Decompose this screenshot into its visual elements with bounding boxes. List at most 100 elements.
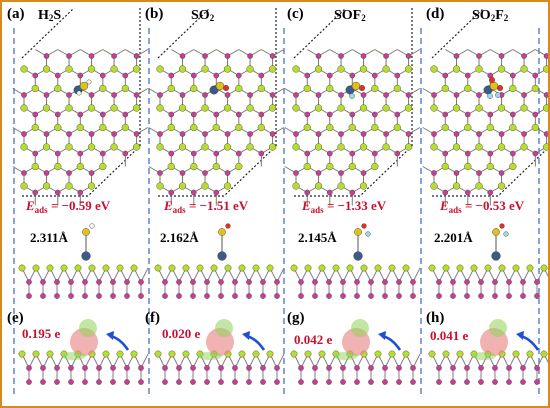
magenta-atom (190, 150, 197, 157)
panel-d-molecule: SO2F2 (472, 8, 509, 23)
green-atom (393, 84, 401, 93)
charge-density-accumulation (79, 319, 97, 337)
magenta-atom (43, 92, 50, 98)
green-atom (464, 84, 472, 93)
magenta-atom (77, 150, 84, 157)
panel-c-molecule: SOF2 (334, 8, 366, 23)
sulfur-icon (354, 228, 362, 236)
magenta-atom (204, 293, 210, 299)
green-atom (54, 162, 62, 171)
green-atom (20, 104, 28, 112)
green-atom (87, 182, 96, 190)
magenta-atom (298, 365, 304, 371)
magenta-atom (372, 72, 378, 79)
green-atom (292, 104, 300, 112)
green-atom (223, 104, 232, 112)
cell-boundary (431, 7, 485, 59)
magenta-atom (213, 72, 220, 79)
magenta-atom (396, 279, 402, 285)
magenta-atom (368, 365, 374, 371)
green-atom (497, 65, 506, 73)
oxygen-icon (222, 84, 229, 91)
green-atom (428, 350, 436, 358)
green-atom (374, 264, 382, 272)
green-atom (54, 123, 62, 132)
green-atom (178, 65, 187, 73)
magenta-atom (213, 150, 220, 157)
green-atom (497, 143, 506, 151)
magenta-atom (232, 279, 238, 285)
magenta-atom (133, 92, 140, 98)
magenta-atom (326, 150, 333, 157)
magenta-atom (40, 379, 46, 385)
panel-h-charge: 0.041 e (430, 328, 469, 343)
magenta-atom (32, 72, 39, 79)
magenta-atom (122, 150, 129, 157)
magenta-atom (26, 293, 32, 299)
green-atom (542, 104, 548, 112)
magenta-atom (338, 92, 344, 98)
green-atom (156, 65, 164, 73)
magenta-atom (96, 293, 102, 299)
green-atom (442, 350, 450, 358)
arrow-head (516, 331, 524, 340)
magenta-atom (298, 293, 304, 299)
green-atom (441, 162, 449, 171)
magenta-atom (100, 150, 106, 157)
magenta-atom (453, 131, 460, 137)
magenta-atom (43, 131, 50, 137)
magenta-atom (543, 92, 548, 98)
magenta-atom (110, 293, 116, 299)
green-atom (20, 143, 28, 151)
panel-a-molecule: H2S (38, 8, 62, 23)
magenta-atom (246, 279, 252, 285)
green-atom (509, 84, 517, 93)
magenta-atom (312, 293, 318, 299)
magenta-atom (396, 379, 402, 385)
green-atom (456, 264, 464, 272)
magenta-atom (202, 92, 208, 98)
magenta-atom (293, 131, 299, 137)
green-atom (76, 123, 84, 132)
green-atom (224, 264, 232, 272)
magenta-atom (478, 379, 484, 385)
green-atom (46, 264, 54, 272)
green-atom (452, 104, 461, 112)
green-atom (65, 182, 73, 190)
magenta-atom (498, 170, 505, 176)
green-atom (542, 65, 548, 73)
magenta-atom (66, 53, 72, 59)
magenta-atom (520, 279, 526, 285)
charge-density-accumulation (351, 319, 369, 337)
green-atom (132, 104, 141, 112)
green-atom (360, 264, 368, 272)
panel-h-label: (h) (426, 310, 445, 326)
magenta-atom (382, 379, 388, 385)
magenta-atom (464, 72, 471, 79)
green-atom (65, 143, 73, 151)
magenta-atom (543, 53, 548, 59)
magenta-atom (354, 365, 360, 371)
magenta-atom (269, 92, 276, 98)
green-atom (428, 264, 436, 272)
magenta-atom (43, 170, 50, 176)
fluorine-icon (365, 231, 371, 237)
green-atom (337, 104, 345, 112)
green-atom (303, 162, 311, 171)
magenta-atom (349, 189, 356, 196)
green-atom (212, 123, 220, 132)
green-atom (497, 182, 506, 190)
magenta-atom (326, 279, 332, 285)
magenta-atom (382, 293, 388, 299)
green-atom (531, 123, 539, 132)
magenta-atom (258, 150, 265, 157)
magenta-atom (521, 131, 527, 137)
panel-a-energy: Eads = −0.59 eV (26, 198, 111, 215)
magenta-atom (247, 131, 253, 137)
green-atom (318, 350, 326, 358)
green-atom (223, 65, 232, 73)
magenta-atom (450, 279, 456, 285)
green-atom (252, 264, 260, 272)
panel-e-label: (e) (7, 310, 24, 326)
magenta-atom (66, 92, 72, 98)
